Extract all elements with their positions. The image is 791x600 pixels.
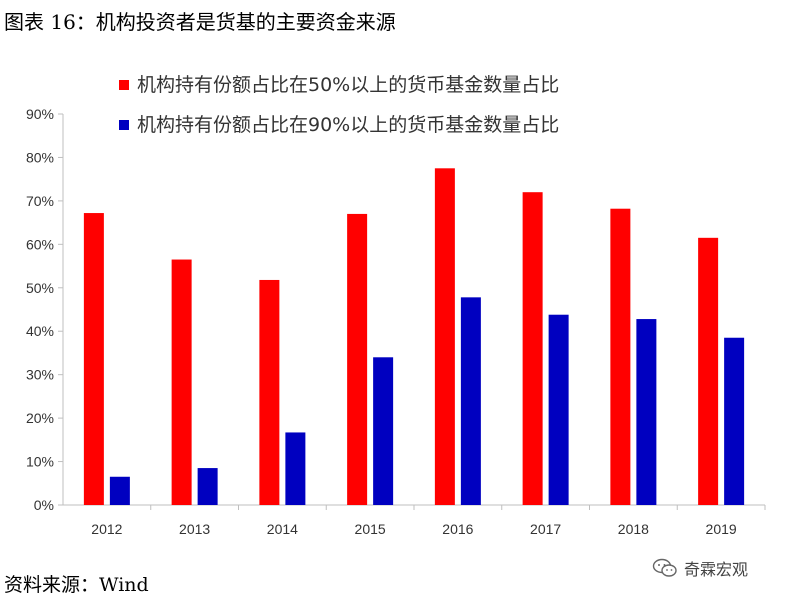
y-tick-label: 20% xyxy=(26,410,54,426)
bar-90pct-2019 xyxy=(724,337,745,505)
legend-label-2: 机构持有份额占比在90%以上的货币基金数量占比 xyxy=(137,114,559,136)
y-tick-label: 10% xyxy=(26,454,54,470)
x-tick-label: 2013 xyxy=(179,521,210,537)
source-note: 资料来源：Wind xyxy=(4,574,149,596)
y-tick-label: 90% xyxy=(26,106,54,122)
x-tick-label: 2015 xyxy=(355,521,386,537)
y-tick-label: 0% xyxy=(34,497,54,513)
y-tick-label: 60% xyxy=(26,236,54,252)
bar-50pct-2012 xyxy=(83,213,104,505)
watermark-text: 奇霖宏观 xyxy=(684,560,749,579)
bar-50pct-2018 xyxy=(610,208,631,505)
y-tick-label: 30% xyxy=(26,367,54,383)
x-tick-label: 2019 xyxy=(706,521,737,537)
x-tick-label: 2014 xyxy=(267,521,298,537)
watermark: 奇霖宏观 xyxy=(652,556,748,580)
bar-90pct-2015 xyxy=(373,357,394,505)
legend-swatch-2 xyxy=(119,120,129,130)
bar-90pct-2018 xyxy=(636,319,657,505)
legend-label-1: 机构持有份额占比在50%以上的货币基金数量占比 xyxy=(137,74,559,96)
bar-90pct-2012 xyxy=(109,476,130,505)
bar-90pct-2016 xyxy=(460,297,481,505)
wechat-icon xyxy=(652,558,677,577)
y-tick-label: 70% xyxy=(26,193,54,209)
x-tick-label: 2016 xyxy=(442,521,473,537)
bar-90pct-2014 xyxy=(285,432,306,505)
bar-50pct-2015 xyxy=(347,213,368,505)
bar-50pct-2013 xyxy=(171,259,192,505)
y-tick-label: 50% xyxy=(26,280,54,296)
bar-50pct-2019 xyxy=(698,237,719,506)
y-tick-label: 40% xyxy=(26,323,54,339)
x-tick-label: 2012 xyxy=(91,521,122,537)
y-tick-label: 80% xyxy=(26,149,54,165)
bar-90pct-2017 xyxy=(548,314,569,505)
legend-swatch-1 xyxy=(119,80,129,90)
bar-50pct-2016 xyxy=(434,168,455,506)
bar-50pct-2017 xyxy=(522,192,543,505)
bar-90pct-2013 xyxy=(197,468,218,505)
bar-50pct-2014 xyxy=(259,279,280,505)
x-tick-label: 2018 xyxy=(618,521,649,537)
x-tick-label: 2017 xyxy=(530,521,561,537)
chart-title: 图表 16：机构投资者是货基的主要资金来源 xyxy=(4,10,396,34)
